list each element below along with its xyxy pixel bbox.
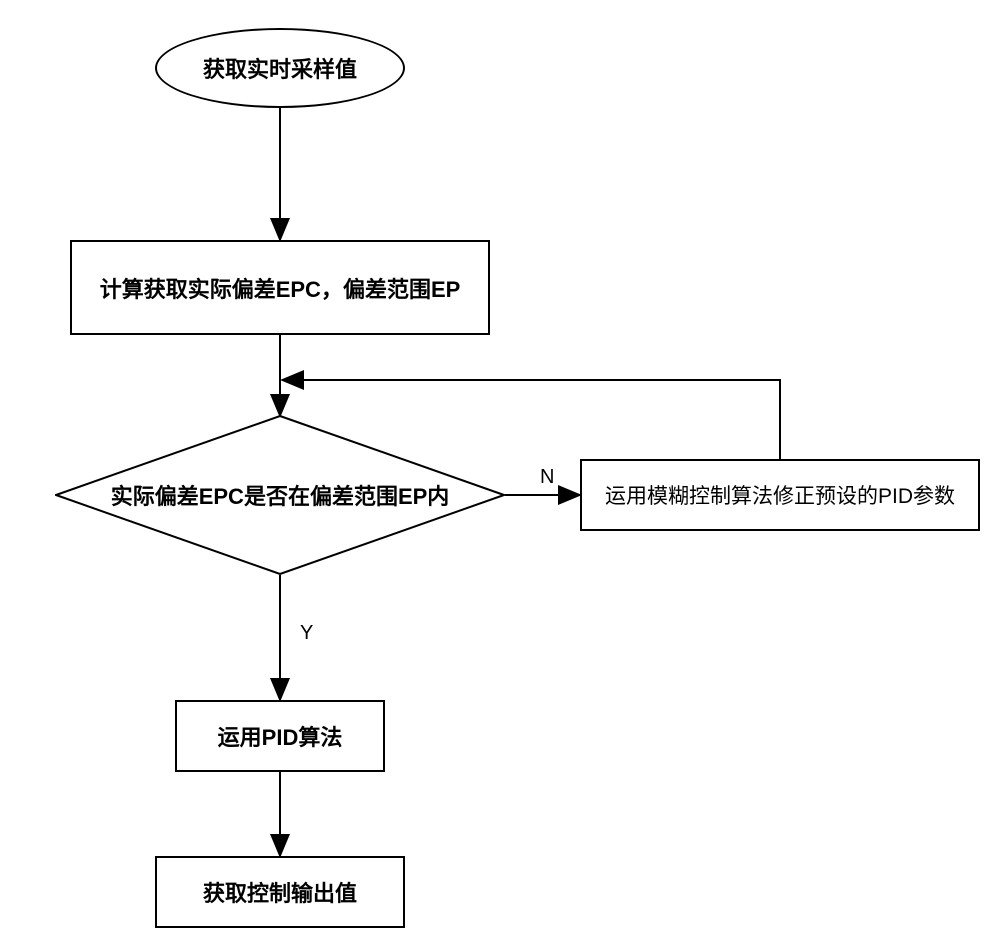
- node-output: 获取控制输出值: [155, 856, 405, 928]
- node-fuzzy-label: 运用模糊控制算法修正预设的PID参数: [605, 480, 955, 510]
- node-decision-label: 实际偏差EPC是否在偏差范围EP内: [111, 479, 450, 511]
- node-calc-label: 计算获取实际偏差EPC，偏差范围EP: [100, 272, 461, 304]
- edge-label-no: N: [540, 466, 554, 489]
- node-calc: 计算获取实际偏差EPC，偏差范围EP: [70, 240, 490, 335]
- node-start: 获取实时采样值: [155, 28, 405, 108]
- node-fuzzy: 运用模糊控制算法修正预设的PID参数: [580, 459, 980, 531]
- node-pid-label: 运用PID算法: [218, 720, 343, 752]
- node-output-label: 获取控制输出值: [203, 876, 357, 908]
- node-decision: 实际偏差EPC是否在偏差范围EP内: [55, 415, 505, 575]
- node-pid: 运用PID算法: [175, 700, 385, 772]
- node-start-label: 获取实时采样值: [203, 52, 357, 84]
- edge-label-yes: Y: [300, 622, 313, 645]
